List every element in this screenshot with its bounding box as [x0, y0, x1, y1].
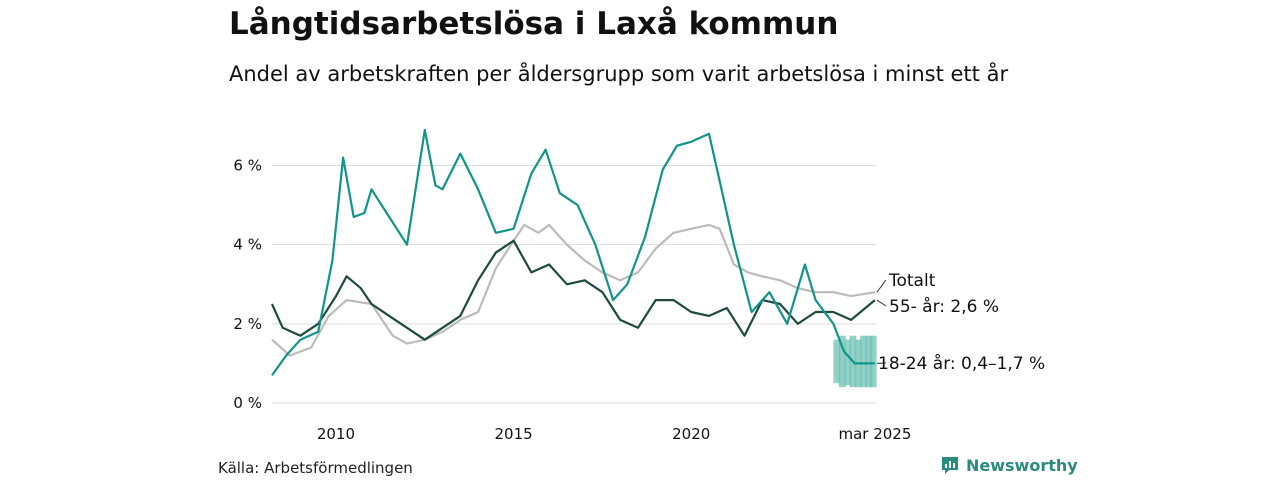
end-label-youth: 18-24 år: 0,4–1,7 % — [878, 353, 1045, 374]
band-bar-7 — [869, 335, 877, 388]
chart-subtitle: Andel av arbetskraften per åldersgrupp s… — [229, 62, 1009, 86]
series-end-labels: Totalt 55- år: 2,6 % 18-24 år: 0,4–1,7 % — [876, 271, 1045, 374]
y-tick-label-6: 6 % — [233, 157, 262, 175]
band-bar-6 — [865, 335, 873, 388]
band-bar-5 — [860, 335, 868, 388]
series-line-total — [271, 223, 876, 357]
y-tick-label-2: 2 % — [233, 315, 262, 333]
band-bar-1 — [838, 335, 846, 388]
x-tick-label-mar-2025: mar 2025 — [838, 425, 911, 443]
x-tick-label-2010: 2010 — [317, 425, 355, 443]
x-tick-label-2020: 2020 — [672, 425, 710, 443]
y-tick-label-0: 0 % — [233, 394, 262, 412]
band-bar-0 — [833, 339, 841, 384]
series-line-youth — [271, 128, 875, 376]
gridlines — [272, 165, 876, 404]
leader-senior — [876, 299, 887, 307]
end-label-senior: 55- år: 2,6 % — [889, 296, 999, 317]
end-label-total: Totalt — [888, 271, 936, 291]
series-lines — [270, 128, 876, 376]
brand-name: Newsworthy — [966, 455, 1078, 475]
y-axis-ticks: 0 % 2 % 4 % 6 % — [233, 157, 262, 413]
source-note: Källa: Arbetsförmedlingen — [218, 459, 413, 477]
newsworthy-icon — [942, 457, 958, 474]
band-bar-2 — [844, 339, 852, 386]
chart-title: Långtidsarbetslösa i Laxå kommun — [229, 6, 839, 42]
brand-logo: Newsworthy — [940, 455, 1078, 475]
y-tick-label-4: 4 % — [233, 236, 262, 254]
x-tick-label-2015: 2015 — [495, 425, 533, 443]
x-axis-ticks: 2010 2015 2020 mar 2025 — [317, 425, 912, 443]
leader-total — [876, 279, 887, 293]
series-line-senior — [270, 239, 876, 341]
